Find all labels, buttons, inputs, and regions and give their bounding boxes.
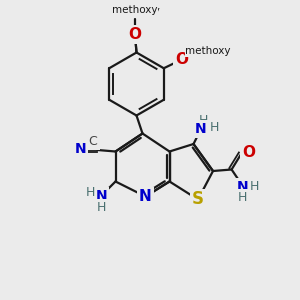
Text: N: N bbox=[74, 142, 86, 156]
Text: N: N bbox=[139, 189, 152, 204]
Text: H: H bbox=[238, 191, 247, 204]
Text: C: C bbox=[88, 135, 98, 148]
Text: H: H bbox=[96, 201, 106, 214]
Text: H: H bbox=[250, 180, 260, 193]
Text: O: O bbox=[242, 145, 255, 160]
Text: methoxy: methoxy bbox=[112, 5, 158, 15]
Text: methoxy: methoxy bbox=[111, 5, 159, 16]
Text: O: O bbox=[128, 27, 142, 42]
Text: H: H bbox=[86, 186, 95, 200]
Text: H: H bbox=[210, 121, 219, 134]
Text: O: O bbox=[175, 52, 188, 67]
Text: N: N bbox=[237, 180, 248, 194]
Text: H: H bbox=[199, 114, 208, 128]
Text: N: N bbox=[95, 190, 107, 203]
Text: S: S bbox=[192, 190, 204, 208]
Text: N: N bbox=[195, 122, 207, 136]
Text: methoxy: methoxy bbox=[185, 46, 231, 56]
